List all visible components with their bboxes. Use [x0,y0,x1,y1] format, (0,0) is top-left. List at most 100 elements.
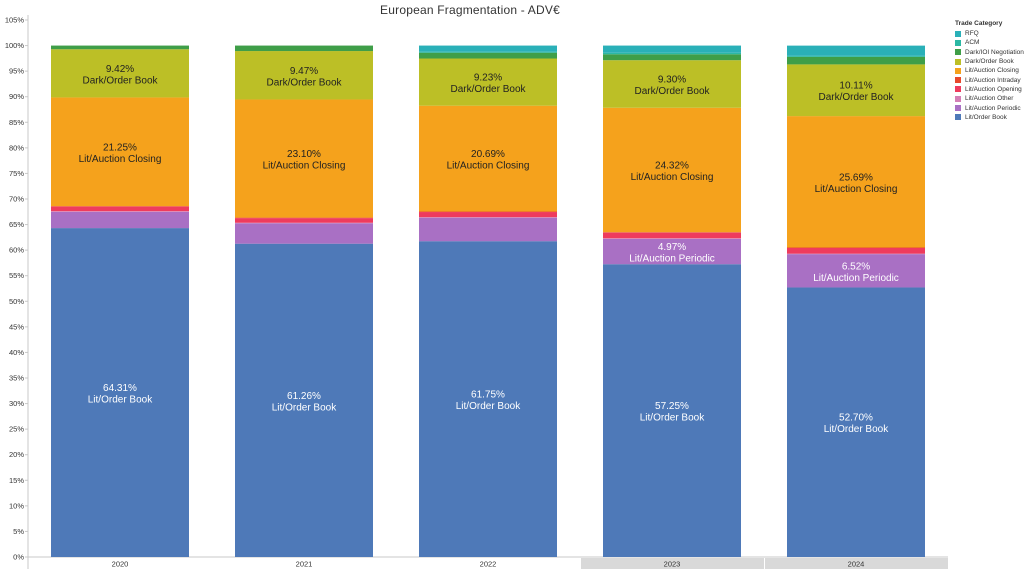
data-label-category: Dark/Order Book [818,92,894,103]
bar-segment [51,206,189,212]
bar-segment [603,238,741,265]
bar-segment [51,211,189,229]
legend-label: Lit/Auction Other [965,95,1014,103]
legend-swatch [955,39,961,46]
bar-segment [603,238,741,239]
y-tick-label: 30% [9,399,24,408]
bar-segment [51,45,189,50]
bar-segment [787,287,925,557]
legend-swatch [955,30,961,37]
bar-segment [419,105,557,212]
chart-title: European Fragmentation - ADV€ [380,3,560,17]
data-label-value: 4.97% [658,242,686,253]
data-label-value: 61.26% [287,391,321,402]
x-tick-label: 2020 [112,560,129,569]
bar-segment [235,222,373,224]
legend-title: Trade Category [955,20,1003,27]
x-tick-label: 2021 [296,560,313,569]
y-tick-label: 20% [9,450,24,459]
x-tick-label: 2023 [664,560,681,569]
bar-segment [419,51,557,53]
legend-label: Lit/Order Book [965,113,1007,121]
y-tick-label: 40% [9,348,24,357]
y-tick-label: 15% [9,476,24,485]
legend-item: Lit/Auction Closing [955,66,1024,75]
bar-segment [419,217,557,242]
legend-item: Lit/Auction Intraday [955,75,1024,84]
data-label-category: Lit/Order Book [456,401,521,412]
legend-swatch [955,58,961,65]
y-tick-label: 100% [5,41,25,50]
data-label-value: 57.25% [655,401,689,412]
y-tick-label: 90% [9,92,24,101]
data-label-value: 9.42% [106,64,134,75]
y-tick-label: 60% [9,246,24,255]
legend-label: RFQ [965,30,979,38]
data-label-value: 9.47% [290,66,318,77]
data-label-category: Lit/Auction Periodic [629,253,715,264]
legend-label: Dark/IOI Negotiation [965,48,1024,56]
y-tick-label: 75% [9,169,24,178]
bar-segment [419,217,557,218]
bar-segment [787,55,925,57]
bar-segment [419,58,557,106]
legend-item: Lit/Auction Opening [955,85,1024,94]
y-tick-label: 55% [9,271,24,280]
data-label-value: 24.32% [655,160,689,171]
legend-label: Lit/Auction Closing [965,67,1019,75]
data-label-category: Lit/Auction Closing [447,161,530,172]
data-label-category: Lit/Auction Periodic [813,273,899,284]
y-tick-label: 5% [13,527,24,536]
bar-segment [51,97,189,207]
bar-segment [235,223,373,244]
y-tick-label: 70% [9,195,24,204]
legend-swatch [955,114,961,121]
bar-segment [787,247,925,254]
data-label-category: Dark/Order Book [450,84,526,95]
data-label-category: Lit/Auction Closing [263,161,346,172]
legend-swatch [955,95,961,102]
data-label-value: 6.52% [842,261,870,272]
y-tick-label: 50% [9,297,24,306]
bar-segment [787,45,925,56]
legend: Trade Category RFQ ACM Dark/IOI Negotiatio… [955,20,1024,122]
bar-segment [787,247,925,248]
data-label-category: Lit/Order Book [272,402,337,413]
legend-item: Dark/IOI Negotiation [955,48,1024,57]
y-tick-label: 0% [13,553,24,562]
legend-swatch [955,49,961,56]
bar-segment [419,211,557,213]
legend-label: Dark/Order Book [965,58,1014,66]
data-label-value: 9.23% [474,73,502,84]
y-tick-label: 80% [9,143,24,152]
bar-segment [235,99,373,218]
bar-segment [235,218,373,223]
bar-segment [235,217,373,219]
bar-segment [603,45,741,53]
bar-segment [235,45,373,52]
legend-label: Lit/Auction Periodic [965,104,1021,112]
y-tick-label: 105% [5,16,25,25]
y-tick-label: 25% [9,425,24,434]
data-label-value: 64.31% [103,383,137,394]
legend-swatch [955,105,961,112]
y-tick-label: 65% [9,220,24,229]
legend-label: ACM [965,39,980,47]
bar-segment [603,52,741,55]
legend-label: Lit/Auction Opening [965,85,1022,93]
legend-swatch [955,77,961,84]
data-label-value: 10.11% [839,81,872,92]
y-tick-label: 10% [9,501,24,510]
data-label-category: Dark/Order Book [266,77,342,88]
legend-label: Lit/Auction Intraday [965,76,1021,84]
bar-segment [787,56,925,65]
bar-segment [603,232,741,239]
bar-segment [787,253,925,255]
data-label-value: 52.70% [839,413,873,424]
bar-segment [787,64,925,117]
data-label-category: Lit/Auction Closing [79,154,162,165]
bar-segment [51,49,189,98]
data-label-value: 9.30% [658,74,686,85]
x-category-highlight [581,558,764,569]
stacked-bar-chart: 0% 5% 10% 15% 20% 25% 30% 35% 40% 45% 50% 55% 60% 65%… [5,15,948,569]
